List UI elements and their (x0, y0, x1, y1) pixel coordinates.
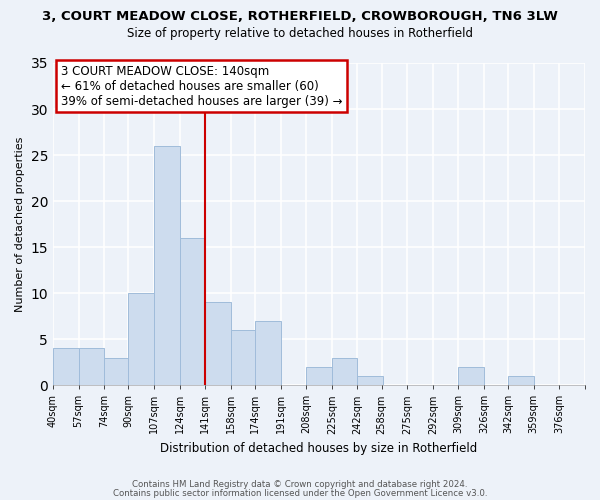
Bar (154, 146, 179, 385)
Text: 3, COURT MEADOW CLOSE, ROTHERFIELD, CROWBOROUGH, TN6 3LW: 3, COURT MEADOW CLOSE, ROTHERFIELD, CROW… (42, 10, 558, 23)
Bar (255, 320, 281, 385)
Bar (231, 330, 256, 385)
Bar (205, 302, 231, 385)
Bar (79, 348, 104, 385)
Bar (104, 358, 130, 385)
Bar (332, 358, 358, 385)
Bar (458, 366, 484, 385)
Bar (53, 348, 79, 385)
Text: Contains HM Land Registry data © Crown copyright and database right 2024.: Contains HM Land Registry data © Crown c… (132, 480, 468, 489)
Text: Size of property relative to detached houses in Rotherfield: Size of property relative to detached ho… (127, 28, 473, 40)
Bar (358, 376, 383, 385)
Y-axis label: Number of detached properties: Number of detached properties (15, 136, 25, 312)
Text: Contains public sector information licensed under the Open Government Licence v3: Contains public sector information licen… (113, 488, 487, 498)
Text: 3 COURT MEADOW CLOSE: 140sqm
← 61% of detached houses are smaller (60)
39% of se: 3 COURT MEADOW CLOSE: 140sqm ← 61% of de… (61, 64, 343, 108)
Bar (179, 238, 205, 385)
Bar (128, 293, 154, 385)
Bar (306, 366, 332, 385)
X-axis label: Distribution of detached houses by size in Rotherfield: Distribution of detached houses by size … (160, 442, 478, 455)
Bar (508, 376, 534, 385)
